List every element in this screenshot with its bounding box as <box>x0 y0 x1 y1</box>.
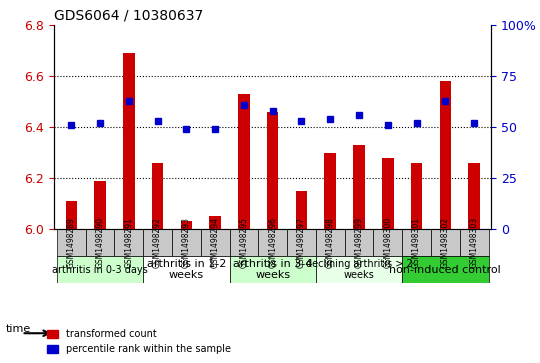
FancyBboxPatch shape <box>86 229 114 256</box>
Bar <box>65 201 77 229</box>
FancyBboxPatch shape <box>345 229 374 256</box>
Text: GSM1498296: GSM1498296 <box>268 217 277 268</box>
Text: GSM1498290: GSM1498290 <box>96 217 105 268</box>
Bar <box>267 112 279 229</box>
Text: non-induced control: non-induced control <box>389 265 501 274</box>
Bar <box>296 191 307 229</box>
Bar <box>152 163 163 229</box>
Text: GSM1498292: GSM1498292 <box>153 217 162 268</box>
FancyBboxPatch shape <box>402 229 431 256</box>
Text: GSM1498298: GSM1498298 <box>326 217 335 268</box>
FancyBboxPatch shape <box>287 229 316 256</box>
FancyBboxPatch shape <box>57 229 86 256</box>
FancyBboxPatch shape <box>374 229 402 256</box>
FancyBboxPatch shape <box>201 229 230 256</box>
Text: GSM1498302: GSM1498302 <box>441 217 450 268</box>
Text: GSM1498295: GSM1498295 <box>239 217 248 268</box>
Bar <box>210 216 221 229</box>
Bar <box>353 145 365 229</box>
FancyBboxPatch shape <box>258 229 287 256</box>
FancyBboxPatch shape <box>316 256 402 283</box>
FancyBboxPatch shape <box>230 256 316 283</box>
Text: GSM1498301: GSM1498301 <box>412 217 421 268</box>
FancyBboxPatch shape <box>316 229 345 256</box>
FancyBboxPatch shape <box>460 229 489 256</box>
Bar <box>94 180 106 229</box>
Text: GSM1498293: GSM1498293 <box>182 217 191 268</box>
Bar <box>382 158 394 229</box>
Bar <box>123 53 134 229</box>
Bar <box>180 221 192 229</box>
Bar <box>325 152 336 229</box>
FancyBboxPatch shape <box>114 229 143 256</box>
Text: GSM1498289: GSM1498289 <box>67 217 76 268</box>
Text: arthritis in 0-3 days: arthritis in 0-3 days <box>52 265 148 274</box>
FancyBboxPatch shape <box>230 229 258 256</box>
Bar <box>468 163 480 229</box>
Text: arthritis in 1-2
weeks: arthritis in 1-2 weeks <box>147 259 226 280</box>
Legend: transformed count, percentile rank within the sample: transformed count, percentile rank withi… <box>43 326 235 358</box>
Bar <box>238 94 249 229</box>
FancyBboxPatch shape <box>431 229 460 256</box>
FancyBboxPatch shape <box>57 256 143 283</box>
Text: GSM1498294: GSM1498294 <box>211 217 220 268</box>
Bar <box>411 163 422 229</box>
FancyBboxPatch shape <box>402 256 489 283</box>
FancyBboxPatch shape <box>143 229 172 256</box>
Text: declining arthritis > 2
weeks: declining arthritis > 2 weeks <box>306 259 413 280</box>
Text: GDS6064 / 10380637: GDS6064 / 10380637 <box>54 9 203 23</box>
Text: GSM1498303: GSM1498303 <box>470 217 478 268</box>
Bar <box>440 81 451 229</box>
Text: arthritis in 3-4
weeks: arthritis in 3-4 weeks <box>233 259 312 280</box>
Text: GSM1498291: GSM1498291 <box>124 217 133 268</box>
Text: GSM1498299: GSM1498299 <box>355 217 363 268</box>
Text: time: time <box>5 323 31 334</box>
FancyBboxPatch shape <box>143 256 230 283</box>
Text: GSM1498297: GSM1498297 <box>297 217 306 268</box>
FancyBboxPatch shape <box>172 229 201 256</box>
Text: GSM1498300: GSM1498300 <box>383 217 392 268</box>
